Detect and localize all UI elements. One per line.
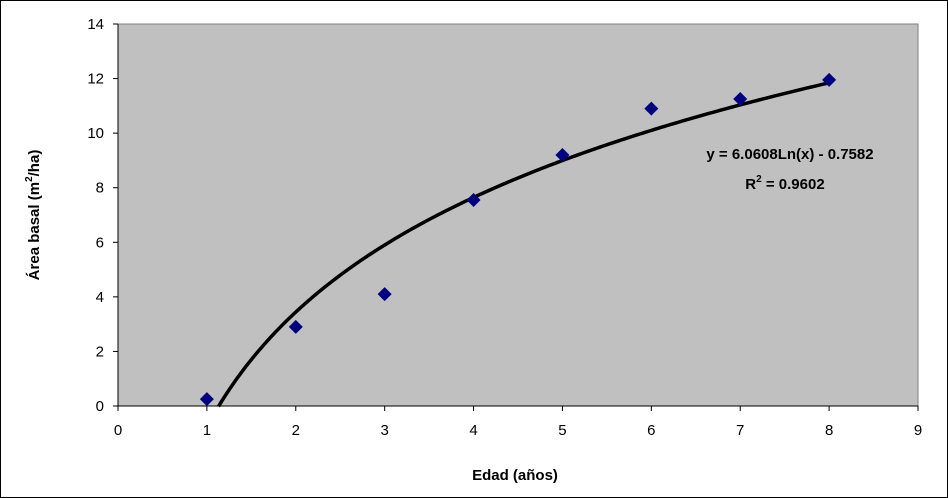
x-tick-label: 9 — [914, 422, 922, 439]
data-point — [466, 192, 481, 207]
x-tick-label: 2 — [292, 422, 300, 439]
y-tick-label: 4 — [96, 289, 104, 306]
x-tick-labels: 0 1 2 3 4 5 6 7 8 9 — [114, 422, 922, 439]
data-point — [377, 287, 392, 302]
x-tick-label: 7 — [736, 422, 744, 439]
x-tick-label: 1 — [203, 422, 211, 439]
r-squared-label: R2 = 0.9602 — [745, 174, 824, 193]
r-squared-value: = 0.9602 — [762, 176, 825, 193]
y-tick-label: 2 — [96, 343, 104, 360]
r-squared-superscript: 2 — [756, 174, 762, 185]
x-tick-label: 4 — [469, 422, 477, 439]
x-tick-label: 5 — [558, 422, 566, 439]
data-points — [199, 72, 837, 407]
y-tick-labels: 0 2 4 6 8 10 12 14 — [87, 16, 104, 415]
y-tick-label: 8 — [96, 180, 104, 197]
data-point — [199, 392, 214, 407]
y-tick-label: 10 — [87, 125, 104, 142]
y-tick-label: 12 — [87, 71, 104, 88]
y-axis-title-superscript: 2 — [24, 176, 35, 182]
y-axis-title-tail: /ha) — [26, 150, 43, 177]
plot-area — [117, 23, 919, 407]
trendline-equation: y = 6.0608Ln(x) - 0.7582 — [706, 146, 873, 163]
data-point — [733, 92, 748, 107]
y-tick-label: 14 — [87, 16, 104, 33]
y-tick-label: 0 — [96, 398, 104, 415]
axes — [113, 23, 919, 411]
trendline — [216, 81, 830, 408]
x-tick-label: 8 — [825, 422, 833, 439]
data-point — [644, 101, 659, 116]
y-tick-label: 6 — [96, 234, 104, 251]
x-tick-label: 3 — [380, 422, 388, 439]
x-axis-title: Edad (años) — [472, 467, 558, 484]
x-tick-label: 6 — [647, 422, 655, 439]
data-point — [288, 319, 303, 334]
x-tick-label: 0 — [114, 422, 122, 439]
y-axis-title-main: Área basal (m — [26, 182, 43, 280]
r-squared-prefix: R — [745, 176, 756, 193]
y-axis-title: Área basal (m2/ha) — [24, 150, 43, 281]
data-point — [822, 72, 837, 87]
data-point — [555, 147, 570, 162]
